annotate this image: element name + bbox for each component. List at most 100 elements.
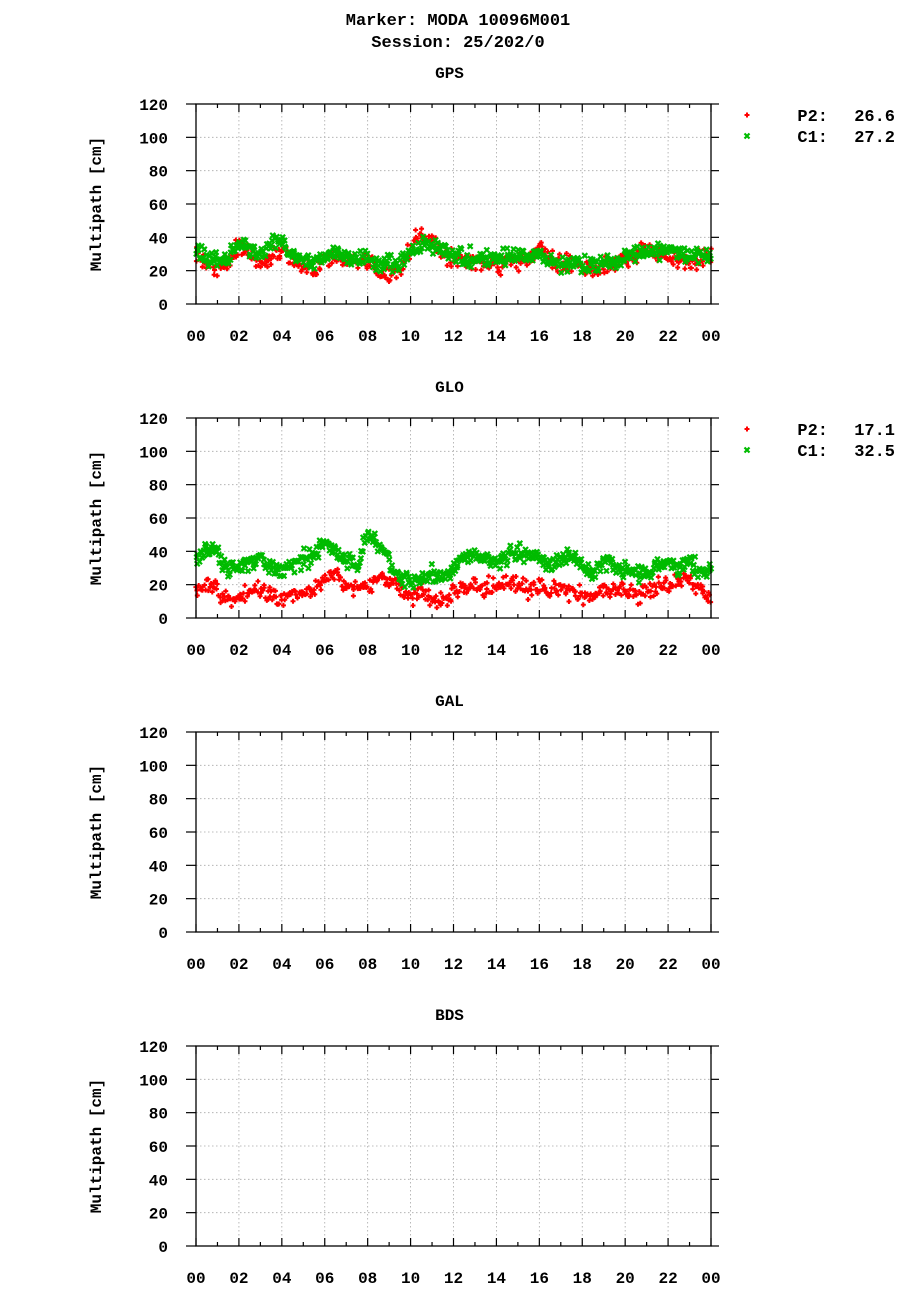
data-point-p2 — [255, 578, 261, 584]
data-point-p2 — [688, 265, 694, 271]
data-point-p2 — [304, 591, 310, 597]
data-point-c1 — [599, 554, 607, 562]
data-point-p2 — [547, 593, 553, 599]
data-point-c1 — [516, 540, 524, 547]
data-point-p2 — [284, 593, 290, 599]
y-axis-label: Multipath [cm] — [88, 765, 106, 899]
data-point-p2 — [369, 589, 375, 595]
data-point-p2 — [268, 261, 274, 267]
data-point-c1 — [364, 250, 371, 257]
data-point-c1 — [562, 559, 570, 567]
data-point-c1 — [670, 557, 677, 564]
data-point-c1 — [300, 545, 308, 552]
y-tick-label: 100 — [139, 444, 168, 462]
data-point-p2 — [209, 589, 215, 595]
data-point-p2 — [228, 604, 234, 610]
data-point-p2 — [610, 581, 616, 587]
data-point-p2 — [393, 275, 399, 281]
data-point-c1 — [400, 261, 408, 269]
data-point-c1 — [444, 246, 451, 254]
data-point-p2 — [456, 589, 462, 595]
data-point-c1 — [564, 268, 571, 276]
data-point-c1 — [201, 246, 208, 253]
data-point-p2 — [444, 602, 450, 608]
data-point-p2 — [495, 264, 501, 270]
data-point-p2 — [542, 586, 548, 592]
data-point-p2 — [520, 575, 526, 581]
data-point-p2 — [252, 582, 258, 588]
y-axis-label: Multipath [cm] — [88, 137, 106, 271]
data-point-p2 — [648, 588, 654, 594]
y-tick-label: 40 — [149, 1172, 168, 1190]
panel-glo: GLO 0 20 40 60 80 100 120 00 02 04 06 08 10 12 14 16 18 20… — [88, 379, 895, 660]
data-point-p2 — [670, 261, 676, 267]
figure-title-session: Session: 25/202/0 — [371, 34, 544, 53]
data-point-c1 — [507, 542, 514, 549]
data-point-p2 — [362, 580, 368, 586]
data-point-c1 — [252, 560, 260, 568]
data-point-p2 — [414, 591, 420, 597]
panel-bds: BDS 0 20 40 60 80 100 120 00 02 04 06 08 10 12 14 16 18 20… — [88, 1007, 721, 1288]
x-tick-label: 06 — [315, 1270, 334, 1288]
data-point-p2 — [523, 578, 529, 584]
data-point-c1 — [229, 559, 237, 566]
data-point-p2 — [352, 579, 358, 585]
data-point-p2 — [655, 574, 661, 580]
y-tick-label: 40 — [149, 544, 168, 562]
data-point-p2 — [663, 575, 669, 581]
data-point-c1 — [356, 559, 364, 567]
x-tick-label: 12 — [444, 642, 463, 660]
x-tick-label: 00 — [186, 956, 205, 974]
data-point-p2 — [396, 587, 402, 593]
x-tick-label: 00 — [186, 328, 205, 346]
data-point-p2 — [314, 583, 320, 589]
data-point-c1 — [656, 256, 663, 264]
data-point-c1 — [587, 571, 594, 579]
data-point-c1 — [502, 262, 509, 269]
data-point-p2 — [572, 593, 578, 599]
data-point-p2 — [425, 593, 431, 599]
data-point-p2 — [319, 575, 325, 581]
data-point-p2 — [220, 591, 226, 597]
data-point-c1 — [513, 544, 521, 551]
x-tick-label: 18 — [573, 1270, 592, 1288]
data-point-p2 — [322, 572, 328, 578]
data-point-p2 — [433, 593, 439, 599]
data-point-p2 — [205, 588, 211, 594]
data-point-p2 — [648, 594, 654, 600]
data-point-p2 — [484, 580, 490, 586]
data-point-p2 — [413, 227, 419, 233]
data-point-p2 — [261, 582, 267, 588]
panel-title: BDS — [435, 1007, 464, 1025]
x-tick-label: 00 — [186, 642, 205, 660]
data-point-c1 — [691, 553, 699, 561]
data-point-p2 — [501, 585, 507, 591]
data-point-c1 — [300, 560, 307, 568]
data-point-p2 — [268, 256, 274, 262]
data-point-p2 — [455, 594, 461, 600]
data-point-c1 — [688, 555, 695, 562]
data-point-p2 — [339, 583, 345, 589]
grid-lines — [196, 732, 711, 932]
data-point-p2 — [214, 581, 220, 587]
data-point-p2 — [490, 575, 496, 581]
data-point-p2 — [525, 596, 531, 602]
data-point-p2 — [577, 582, 583, 588]
data-point-p2 — [637, 600, 643, 606]
x-tick-label: 08 — [358, 1270, 377, 1288]
data-point-p2 — [273, 594, 279, 600]
data-point-c1 — [572, 549, 579, 557]
data-point-p2 — [264, 264, 270, 270]
legend-value: 17.1 — [854, 422, 895, 441]
data-point-p2 — [700, 263, 706, 269]
data-point-p2 — [696, 585, 702, 591]
data-point-c1 — [694, 573, 702, 581]
data-point-c1 — [653, 251, 660, 259]
x-tick-label: 16 — [530, 642, 549, 660]
data-point-p2 — [448, 263, 454, 269]
panel-title: GAL — [435, 693, 464, 711]
data-point-c1 — [591, 567, 599, 575]
data-point-p2 — [202, 582, 208, 588]
y-tick-label: 0 — [158, 611, 168, 629]
data-point-c1 — [695, 259, 702, 267]
